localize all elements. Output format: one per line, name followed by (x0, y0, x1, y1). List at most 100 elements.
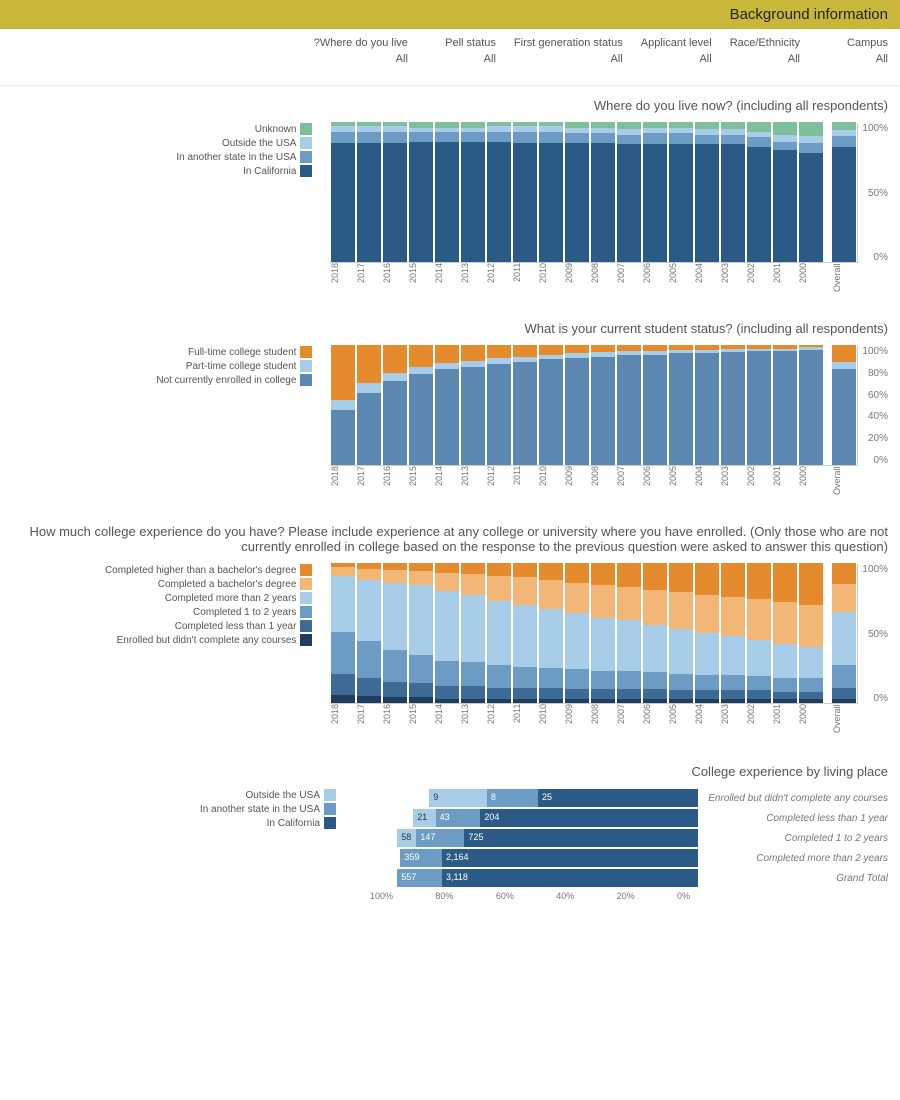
bar-Overall[interactable] (832, 345, 856, 465)
legend-item[interactable]: In California (176, 165, 312, 177)
bar-2015[interactable] (409, 122, 433, 262)
bar-Overall[interactable] (832, 122, 856, 262)
filter-value: All (396, 53, 408, 65)
bar-2017[interactable] (357, 345, 381, 465)
bar-2001[interactable] (773, 563, 797, 703)
bar-2018[interactable] (331, 563, 355, 703)
bar-2009[interactable] (565, 563, 589, 703)
bar-2006[interactable] (643, 563, 667, 703)
bar-2009[interactable] (565, 345, 589, 465)
filter-first-generation-status[interactable]: First generation statusAll (514, 37, 623, 67)
bar-2003[interactable] (721, 345, 745, 465)
legend-item[interactable]: Completed a bachelor's degree (105, 578, 312, 590)
bar-2011[interactable] (513, 122, 537, 262)
bar-2013[interactable] (461, 122, 485, 262)
bar-2011[interactable] (513, 563, 537, 703)
bar-2009[interactable] (565, 122, 589, 262)
legend-item[interactable]: Completed higher than a bachelor's degre… (105, 564, 312, 576)
legend-item[interactable]: Enrolled but didn't complete any courses (105, 634, 312, 646)
legend-item[interactable]: In another state in the USA (176, 151, 312, 163)
bar-2004[interactable] (695, 122, 719, 262)
filter-value: All (611, 53, 623, 65)
bar-2013[interactable] (461, 345, 485, 465)
bar-2018[interactable] (331, 345, 355, 465)
bar-2002[interactable] (747, 122, 771, 262)
bar-2005[interactable] (669, 122, 693, 262)
legend-item[interactable]: Unknown (176, 123, 312, 135)
bar-2006[interactable] (643, 122, 667, 262)
filter-pell-status[interactable]: Pell statusAll (426, 37, 496, 67)
bar-2016[interactable] (383, 345, 407, 465)
bar-2000[interactable] (799, 345, 823, 465)
hbar-label: Completed more than 2 years (698, 853, 888, 864)
bar-2000[interactable] (799, 122, 823, 262)
legend-item[interactable]: Outside the USA (200, 789, 336, 801)
bar-2005[interactable] (669, 345, 693, 465)
bar-2014[interactable] (435, 122, 459, 262)
legend-item[interactable]: In another state in the USA (200, 803, 336, 815)
hbar-row[interactable]: Completed more than 2 years2,164359 (370, 849, 888, 867)
bar-2013[interactable] (461, 563, 485, 703)
bar-2008[interactable] (591, 345, 615, 465)
bar-2001[interactable] (773, 122, 797, 262)
bar-2015[interactable] (409, 345, 433, 465)
bar-2010[interactable] (539, 122, 563, 262)
bar-2002[interactable] (747, 563, 771, 703)
bar-2010[interactable] (539, 345, 563, 465)
bar-2014[interactable] (435, 345, 459, 465)
bar-Overall[interactable] (832, 563, 856, 703)
legend-item[interactable]: Completed 1 to 2 years (105, 606, 312, 618)
hbar-row[interactable]: Completed less than 1 year2044321 (370, 809, 888, 827)
bar-2000[interactable] (799, 563, 823, 703)
bar-2002[interactable] (747, 345, 771, 465)
bar-2004[interactable] (695, 563, 719, 703)
legend-item[interactable]: Outside the USA (176, 137, 312, 149)
bar-2018[interactable] (331, 122, 355, 262)
bar-2014[interactable] (435, 563, 459, 703)
hbar-row[interactable]: Completed 1 to 2 years72514758 (370, 829, 888, 847)
bar-2007[interactable] (617, 563, 641, 703)
bar-2003[interactable] (721, 563, 745, 703)
bar-2016[interactable] (383, 563, 407, 703)
bar-2004[interactable] (695, 345, 719, 465)
bar-2008[interactable] (591, 563, 615, 703)
filter-applicant-level[interactable]: Applicant levelAll (641, 37, 712, 67)
filter-campus[interactable]: CampusAll (818, 37, 888, 67)
filters-row: CampusAll Race/EthnicityAll Applicant leve… (0, 29, 900, 86)
bar-2006[interactable] (643, 345, 667, 465)
hbar-row[interactable]: Enrolled but didn't complete any courses… (370, 789, 888, 807)
bar-2012[interactable] (487, 563, 511, 703)
bar-2001[interactable] (773, 345, 797, 465)
chart1-bars (330, 123, 858, 263)
bar-2003[interactable] (721, 122, 745, 262)
legend-item[interactable]: Completed more than 2 years (105, 592, 312, 604)
bar-2015[interactable] (409, 563, 433, 703)
chart1-xaxis: Overall200020012002200320042005200620072… (330, 263, 858, 305)
legend-item[interactable]: Full-time college student (156, 346, 312, 358)
bar-2012[interactable] (487, 122, 511, 262)
bar-2012[interactable] (487, 345, 511, 465)
chart2-yaxis: 100%80%60%40%20%0% (858, 346, 888, 466)
bar-2010[interactable] (539, 563, 563, 703)
legend-item[interactable]: Completed less than 1 year (105, 620, 312, 632)
filter-label: Applicant level (641, 37, 712, 49)
bar-2007[interactable] (617, 122, 641, 262)
bar-2011[interactable] (513, 345, 537, 465)
chart1-section: Where do you live now? (including all re… (0, 86, 900, 309)
filter-where-do-you-live-[interactable]: Where do you live?All (314, 37, 408, 67)
filter-race-ethnicity[interactable]: Race/EthnicityAll (730, 37, 800, 67)
bar-2017[interactable] (357, 563, 381, 703)
chart3-title: How much college experience do you have?… (12, 524, 888, 554)
legend-item[interactable]: In California (200, 817, 336, 829)
bar-2017[interactable] (357, 122, 381, 262)
bar-2005[interactable] (669, 563, 693, 703)
chart4-rows: Enrolled but didn't complete any courses… (370, 789, 888, 887)
bar-2016[interactable] (383, 122, 407, 262)
hbar-row[interactable]: Grand Total3,118557 (370, 869, 888, 887)
legend-item[interactable]: Part-time college student (156, 360, 312, 372)
bar-2008[interactable] (591, 122, 615, 262)
chart1-legend: Unknown Outside the USA In another state i… (176, 123, 312, 177)
bar-2007[interactable] (617, 345, 641, 465)
legend-item[interactable]: Not currently enrolled in college (156, 374, 312, 386)
chart4-title: College experience by living place (12, 764, 888, 779)
